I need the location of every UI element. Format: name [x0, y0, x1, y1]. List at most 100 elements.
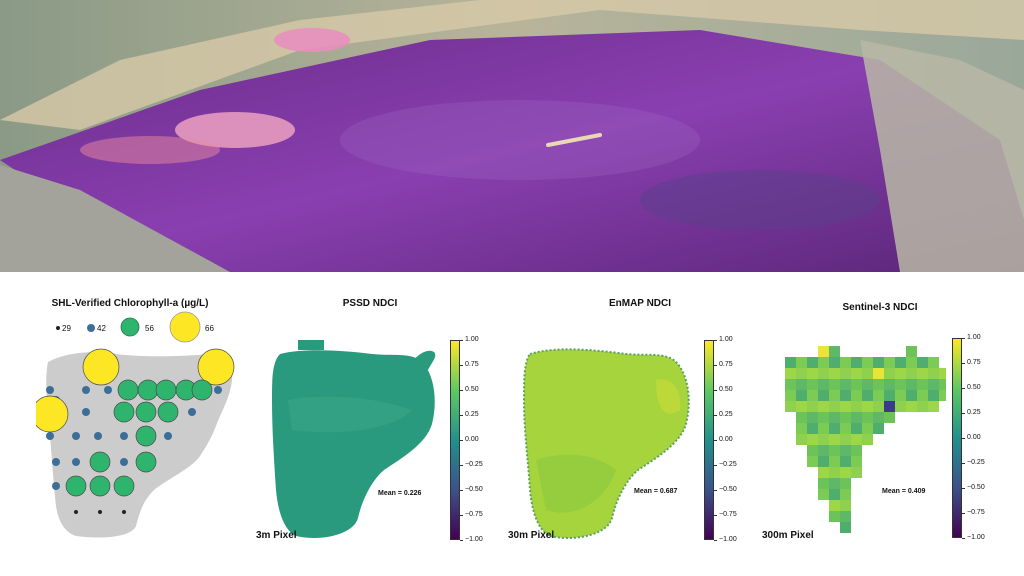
chl-sample-point [82, 386, 90, 394]
sentinel-pixel [818, 423, 829, 434]
sentinel-pixel [873, 379, 884, 390]
colorbar-tick-label: 0.75 [465, 361, 479, 368]
sentinel-pixel [928, 379, 939, 390]
sentinel-pixel [884, 379, 895, 390]
sentinel-pixel [884, 390, 895, 401]
sentinel-pixel [818, 445, 829, 456]
sentinel-pixel [829, 478, 840, 489]
colorbar-tickmark [460, 540, 463, 541]
enmap-panel-title: EnMAP NDCI [608, 298, 672, 309]
colorbar-tickmark [714, 365, 717, 366]
sentinel-pixel [818, 346, 829, 357]
sentinel-pixel [807, 456, 818, 467]
sentinel-pixel [917, 379, 928, 390]
sentinel-pixel [785, 401, 796, 412]
sentinel-pixel [906, 368, 917, 379]
sentinel-pixel [917, 390, 928, 401]
chl-sample-point [104, 386, 112, 394]
sentinel-pixel [840, 401, 851, 412]
sentinel-pixel [840, 467, 851, 478]
sentinel-pixel [917, 401, 928, 412]
sentinel-pixel [851, 467, 862, 478]
chl-sample-point [157, 401, 179, 423]
sentinel-pixel [873, 401, 884, 412]
sentinel-pixel [862, 368, 873, 379]
sentinel-pixel [884, 401, 895, 412]
chl-sample-point [155, 379, 177, 401]
chl-sample-point [36, 395, 69, 433]
legend-marker-42 [87, 324, 95, 332]
sentinel-pixel [928, 368, 939, 379]
colorbar-tick-label: 0.75 [967, 359, 981, 366]
sentinel-pixel [840, 456, 851, 467]
colorbar-tickmark [962, 513, 965, 514]
colorbar-tickmark [714, 390, 717, 391]
colorbar-tickmark [714, 490, 717, 491]
sentinel-pixel [840, 368, 851, 379]
chl-sample-point [135, 425, 157, 447]
sentinel-pixel [829, 368, 840, 379]
chl-sample-point [72, 458, 80, 466]
pssd-resolution-label: 3m Pixel [256, 530, 297, 541]
pssd-ndci-map [272, 340, 436, 538]
chl-sample-point [214, 386, 222, 394]
sentinel-pixel [895, 390, 906, 401]
colorbar-tick-label: 0.25 [967, 409, 981, 416]
sentinel-pixel [807, 401, 818, 412]
legend-marker-66 [169, 311, 201, 343]
colorbar-tick-label: −0.75 [719, 511, 737, 518]
sentinel-pixel [807, 445, 818, 456]
sentinel-pixel [829, 346, 840, 357]
sentinel-pixel [818, 401, 829, 412]
colorbar-tickmark [714, 540, 717, 541]
sentinel-pixel [829, 500, 840, 511]
pssd-colorbar [450, 340, 460, 540]
chl-sample-point [74, 510, 78, 514]
sentinel-pixel [796, 434, 807, 445]
colorbar-tickmark [460, 415, 463, 416]
colorbar-tick-label: −0.50 [967, 484, 985, 491]
chl-sample-point [117, 379, 139, 401]
colorbar-tickmark [460, 490, 463, 491]
pssd-panel-title: PSSD NDCI [342, 298, 398, 309]
colorbar-tick-label: 1.00 [967, 334, 981, 341]
sentinel-pixel [807, 423, 818, 434]
sentinel-pixel [796, 390, 807, 401]
colorbar-tickmark [460, 515, 463, 516]
sentinel-pixel [862, 423, 873, 434]
colorbar-tickmark [962, 363, 965, 364]
sentinel-pixel [840, 489, 851, 500]
sentinel-pixel [884, 412, 895, 423]
enmap-colorbar [704, 340, 714, 540]
colorbar-tick-label: −0.50 [719, 486, 737, 493]
sentinel-pixel [851, 412, 862, 423]
riverbed-photo [0, 0, 1024, 272]
legend-marker-29 [56, 326, 60, 330]
sentinel-pixel [840, 390, 851, 401]
chl-sample-point [113, 475, 135, 497]
sentinel-pixel [851, 390, 862, 401]
colorbar-tick-label: −0.75 [465, 511, 483, 518]
colorbar-tick-label: 0.00 [719, 436, 733, 443]
colorbar-tick-label: 0.25 [465, 411, 479, 418]
colorbar-tickmark [460, 390, 463, 391]
sentinel-pixel [807, 434, 818, 445]
sentinel-pixel [829, 401, 840, 412]
sentinel-pixel [939, 379, 946, 390]
sentinel-pixel [895, 379, 906, 390]
colorbar-tickmark [962, 438, 965, 439]
colorbar-tickmark [962, 413, 965, 414]
colorbar-tickmark [714, 465, 717, 466]
sentinel-pixel [906, 346, 917, 357]
colorbar-tick-label: 0.50 [967, 384, 981, 391]
legend-label-66: 66 [205, 324, 214, 333]
sentinel-pixel [818, 478, 829, 489]
chl-panel-title: SHL-Verified Chlorophyll-a (µg/L) [51, 298, 209, 309]
sentinel-pixel [862, 434, 873, 445]
chl-sample-point [89, 475, 111, 497]
chl-sample-point [98, 510, 102, 514]
chl-sample-point [164, 432, 172, 440]
colorbar-tick-label: −0.50 [465, 486, 483, 493]
sentinel-pixel [818, 368, 829, 379]
pssd-mean-label: Mean = 0.226 [378, 490, 422, 497]
